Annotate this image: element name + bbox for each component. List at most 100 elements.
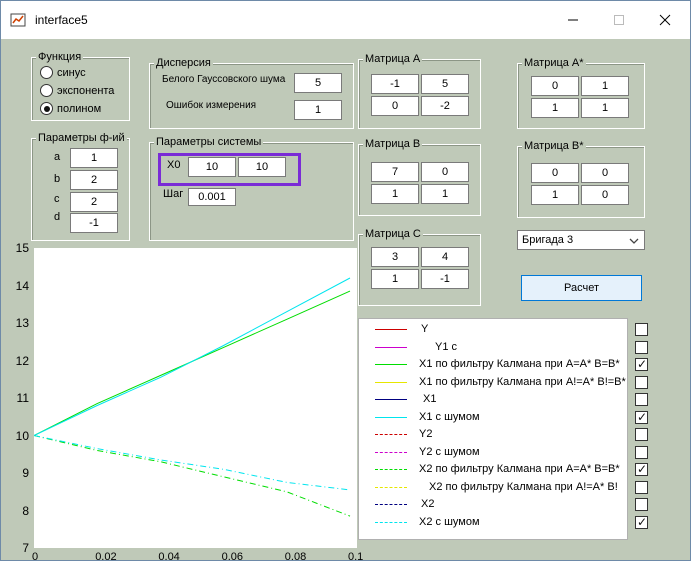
title-bar: interface5 [1, 1, 690, 39]
legend-label: X2 с шумом [419, 515, 480, 528]
system-params-panel-title: Параметры системы [154, 135, 264, 149]
legend-label: Y1 c [435, 340, 458, 353]
y-tick-label: 10 [15, 428, 29, 443]
radio-polynom[interactable]: полином [40, 102, 101, 115]
radio-sine[interactable]: синус [40, 66, 86, 79]
matrix-b-cell-21[interactable]: 1 [371, 184, 419, 204]
calc-button[interactable]: Расчет [521, 275, 642, 301]
minimize-button[interactable] [550, 1, 596, 39]
legend-line-swatch [375, 486, 407, 488]
matrix-a-cell-12[interactable]: 5 [421, 74, 469, 94]
close-icon [659, 14, 671, 26]
matrix-b-star-cell-21[interactable]: 1 [531, 185, 579, 205]
close-button[interactable] [642, 1, 688, 39]
series-checkbox[interactable] [635, 480, 648, 494]
chevron-down-icon[interactable] [626, 233, 642, 249]
maximize-button[interactable] [596, 1, 642, 39]
matrix-c-cell-12[interactable]: 4 [421, 247, 469, 267]
matrix-b-cell-11[interactable]: 7 [371, 162, 419, 182]
legend-label: X2 [421, 498, 435, 510]
param-c-label: c [54, 193, 60, 205]
series-checkbox[interactable] [635, 393, 648, 406]
func-params-panel: Параметры ф-ий a 1 b 2 c 2 d -1 [31, 131, 130, 241]
white-noise-input[interactable]: 5 [294, 73, 342, 93]
x-tick-label: 0.06 [221, 551, 244, 563]
radio-exponent-label: экспонента [57, 84, 115, 97]
legend-entry: Y2 с шумом [359, 444, 627, 462]
measure-error-input[interactable]: 1 [294, 100, 342, 120]
y-tick-label: 9 [22, 466, 29, 480]
legend-line-swatch [375, 329, 407, 330]
x0-highlight-box [158, 153, 301, 186]
matrix-c-cell-22[interactable]: -1 [421, 269, 469, 289]
brigade-select-value: Бригада 3 [522, 234, 574, 246]
matrix-a-star-cell-21[interactable]: 1 [531, 98, 579, 118]
figure-area: Функция синус экспонента полином Дисперс… [1, 39, 690, 563]
series-checkbox[interactable] [635, 461, 648, 477]
legend-entry: Y2 [359, 426, 627, 444]
legend-line-swatch [375, 399, 407, 400]
matrix-b-star-cell-11[interactable]: 0 [531, 163, 579, 183]
y-tick-label: 15 [15, 241, 29, 255]
step-input[interactable]: 0.001 [188, 188, 236, 206]
matrix-a-star-cell-22[interactable]: 1 [581, 98, 629, 118]
legend-label: Y2 [419, 428, 433, 440]
window-title: interface5 [35, 13, 88, 27]
matrix-b-cell-12[interactable]: 0 [421, 162, 469, 182]
x0-input-1[interactable]: 10 [188, 157, 236, 177]
matrix-b-cell-22[interactable]: 1 [421, 184, 469, 204]
radio-exponent[interactable]: экспонента [40, 84, 114, 97]
brigade-select[interactable]: Бригада 3 [517, 230, 645, 250]
dispersion-panel-title: Дисперсия [154, 56, 213, 70]
legend-entry: Y1 c [359, 339, 627, 357]
legend-label: X1 по фильтру Калмана при A=A* B=B* [419, 358, 620, 370]
series-checkbox[interactable] [635, 428, 648, 441]
matrix-a-cell-21[interactable]: 0 [371, 96, 419, 116]
maximize-icon [614, 15, 624, 25]
plot-axes[interactable] [33, 248, 357, 548]
legend-label: X2 по фильтру Калмана при A=A* B=B* [419, 463, 620, 475]
legend-entry: X1 [359, 391, 627, 409]
legend-line-swatch [375, 434, 407, 435]
legend-entry: X2 по фильтру Калмана при A=A* B=B* [359, 461, 627, 479]
matrix-b-star-panel: Матрица B* 0 0 1 0 [517, 139, 645, 218]
matrix-b-star-cell-12[interactable]: 0 [581, 163, 629, 183]
matrix-a-star-cell-11[interactable]: 0 [531, 76, 579, 96]
function-panel-title: Функция [36, 50, 84, 64]
series-checkbox[interactable] [635, 356, 648, 372]
series-checkbox[interactable] [635, 498, 648, 511]
series-checkbox[interactable] [635, 375, 648, 389]
legend-entry: X1 с шумом [359, 409, 627, 427]
legend-line-swatch [375, 381, 407, 383]
matrix-a-cell-22[interactable]: -2 [421, 96, 469, 116]
matrix-a-star-cell-12[interactable]: 1 [581, 76, 629, 96]
dispersion-panel: Дисперсия Белого Гауссовского шума 5 Оши… [149, 56, 354, 129]
legend-label: X1 с шумом [419, 410, 480, 423]
series-checkbox[interactable] [635, 340, 648, 354]
legend-entry: X2 с шумом [359, 514, 627, 532]
param-a-input[interactable]: 1 [70, 148, 118, 168]
series-checkbox[interactable] [635, 514, 648, 530]
legend-label: X1 [423, 393, 437, 405]
matrix-b-star-cell-22[interactable]: 0 [581, 185, 629, 205]
matrix-c-cell-21[interactable]: 1 [371, 269, 419, 289]
matrix-a-title: Матрица A [363, 52, 423, 66]
param-d-input[interactable]: -1 [70, 213, 118, 233]
param-c-input[interactable]: 2 [70, 192, 118, 212]
x0-label: X0 [167, 159, 181, 171]
series-checkbox[interactable] [635, 445, 648, 459]
param-b-input[interactable]: 2 [70, 170, 118, 190]
matrix-c-cell-11[interactable]: 3 [371, 247, 419, 267]
matrix-a-star-title: Матрица A* [522, 56, 586, 70]
series-line-0 [33, 290, 351, 436]
matrix-a-cell-11[interactable]: -1 [371, 74, 419, 94]
legend-line-swatch [375, 346, 407, 348]
radio-exponent-indicator[interactable] [40, 84, 53, 97]
matrix-b-panel: Матрица B 7 0 1 1 [358, 137, 481, 216]
x-tick-label: 0.1 [348, 551, 364, 563]
series-checkbox[interactable] [635, 323, 648, 336]
radio-polynom-indicator[interactable] [40, 102, 53, 115]
x0-input-2[interactable]: 10 [238, 157, 286, 177]
series-checkbox[interactable] [635, 409, 648, 425]
radio-sine-indicator[interactable] [40, 66, 53, 79]
